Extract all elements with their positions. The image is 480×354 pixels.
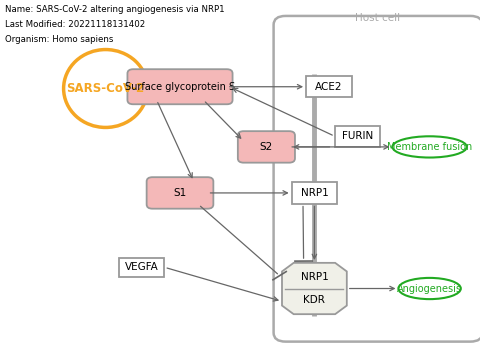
FancyBboxPatch shape: [127, 69, 232, 104]
Text: FURIN: FURIN: [342, 131, 373, 141]
Bar: [306, 76, 351, 97]
Text: VEGFA: VEGFA: [125, 262, 158, 272]
Ellipse shape: [393, 136, 467, 158]
Text: Angiogenesis: Angiogenesis: [397, 284, 462, 293]
Text: Organism: Homo sapiens: Organism: Homo sapiens: [5, 35, 113, 44]
FancyBboxPatch shape: [274, 16, 480, 342]
Text: KDR: KDR: [303, 295, 325, 305]
Text: S1: S1: [173, 188, 187, 198]
Text: ACE2: ACE2: [315, 82, 343, 92]
Text: S2: S2: [260, 142, 273, 152]
Bar: [335, 126, 380, 147]
Text: SARS-CoV-2: SARS-CoV-2: [67, 82, 144, 95]
Polygon shape: [282, 263, 347, 314]
Text: NRP1: NRP1: [300, 272, 328, 282]
Text: Name: SARS-CoV-2 altering angiogenesis via NRP1: Name: SARS-CoV-2 altering angiogenesis v…: [5, 5, 225, 14]
Bar: [119, 258, 164, 277]
Ellipse shape: [63, 50, 148, 127]
Ellipse shape: [398, 278, 461, 299]
FancyBboxPatch shape: [238, 131, 295, 163]
Text: NRP1: NRP1: [300, 188, 328, 198]
Text: Surface glycoprotein S: Surface glycoprotein S: [125, 82, 235, 92]
Text: Membrane fusion: Membrane fusion: [387, 142, 472, 152]
Text: Last Modified: 20221118131402: Last Modified: 20221118131402: [5, 20, 145, 29]
Bar: [292, 182, 337, 204]
FancyBboxPatch shape: [147, 177, 213, 209]
Text: Host cell: Host cell: [355, 13, 401, 23]
